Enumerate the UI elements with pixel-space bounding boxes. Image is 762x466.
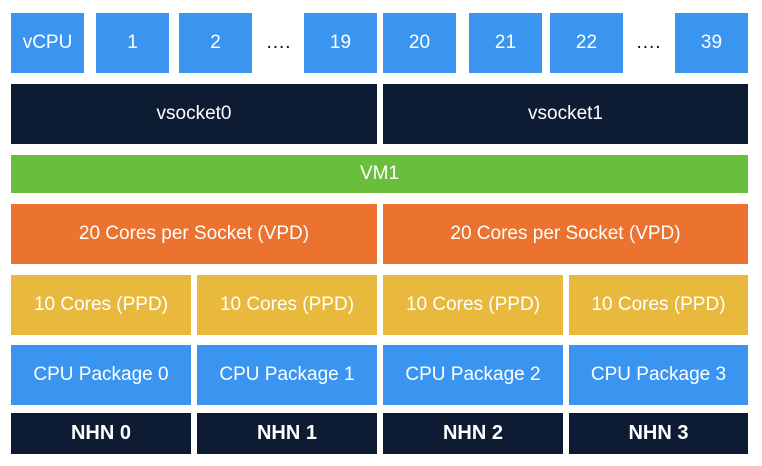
nhn-1: NHN 1 [197, 413, 377, 454]
vsocket-0: vsocket0 [11, 84, 377, 144]
vcpu-cell-2: 2 [179, 13, 252, 73]
vpd-block-1: 20 Cores per Socket (VPD) [383, 204, 748, 264]
ppd-block-2: 10 Cores (PPD) [383, 275, 563, 335]
vcpu-cell-1: 1 [96, 13, 169, 73]
ppd-block-1: 10 Cores (PPD) [197, 275, 377, 335]
vcpu-ellipsis-1: .... [266, 32, 292, 53]
vcpu-cell-20: 20 [383, 13, 456, 73]
vsocket-1: vsocket1 [383, 84, 748, 144]
nhn-0: NHN 0 [11, 413, 191, 454]
vcpu-cell-22: 22 [550, 13, 623, 73]
vcpu-ellipsis-2: .... [636, 32, 662, 53]
vpd-block-0: 20 Cores per Socket (VPD) [11, 204, 377, 264]
vcpu-cell-39: 39 [675, 13, 748, 73]
cpu-package-1: CPU Package 1 [197, 345, 377, 405]
nhn-3: NHN 3 [569, 413, 748, 454]
vcpu-cell-21: 21 [469, 13, 542, 73]
ppd-block-0: 10 Cores (PPD) [11, 275, 191, 335]
cpu-package-2: CPU Package 2 [383, 345, 563, 405]
vcpu-cell-19: 19 [304, 13, 377, 73]
vm-block: VM1 [11, 155, 748, 193]
cpu-package-0: CPU Package 0 [11, 345, 191, 405]
cpu-package-3: CPU Package 3 [569, 345, 748, 405]
nhn-2: NHN 2 [383, 413, 563, 454]
vcpu-label: vCPU [11, 13, 84, 73]
ppd-block-3: 10 Cores (PPD) [569, 275, 748, 335]
